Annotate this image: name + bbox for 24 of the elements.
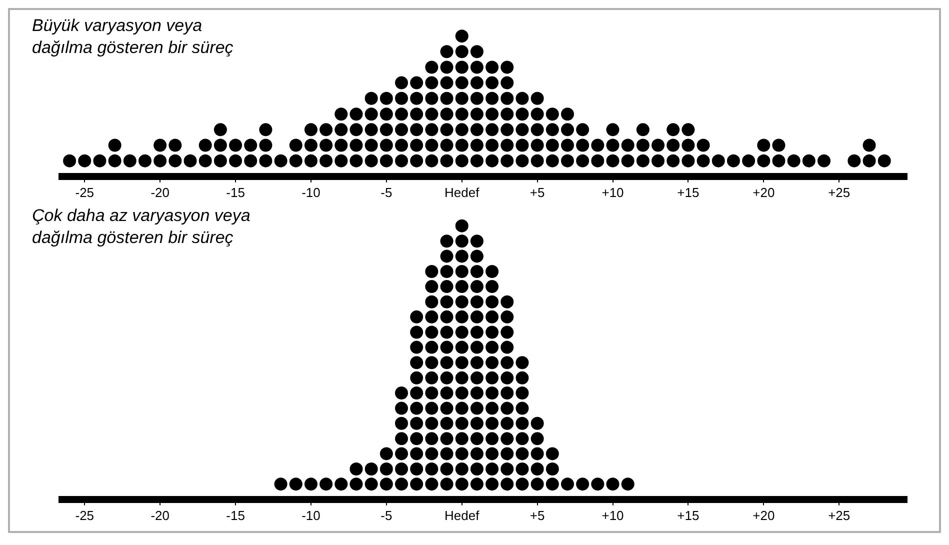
x-tick-label: +20 [752, 508, 775, 523]
x-tick-label: -10 [302, 508, 320, 523]
x-tick-label: +20 [752, 184, 775, 200]
chart-title: Çok daha az varyasyon veya dağılma gösteren bir süreç [32, 206, 250, 248]
x-tick-label: Hedef [444, 184, 480, 200]
x-tick-label: Hedef [444, 508, 480, 523]
x-tick-label: +10 [602, 184, 624, 200]
x-tick-label: +5 [530, 508, 545, 523]
x-tick-label: -15 [226, 508, 245, 523]
x-tick-label: +15 [677, 508, 700, 523]
x-tick-label: -25 [75, 184, 94, 200]
x-tick-label: -10 [302, 184, 320, 200]
x-tick-label: +25 [828, 508, 850, 523]
x-tick-label: -20 [150, 184, 170, 200]
x-tick-label: -20 [150, 508, 170, 523]
x-tick-label: -15 [226, 184, 245, 200]
x-tick-label: -5 [380, 184, 392, 200]
x-tick-label: -5 [380, 508, 392, 523]
chart-title: Büyük varyasyon veya dağılma gösteren bir süreç [32, 16, 234, 58]
x-tick-label: +25 [828, 184, 850, 200]
x-tick-label: -25 [75, 508, 94, 523]
x-tick-label: +5 [530, 184, 545, 200]
x-tick-label: +15 [677, 184, 700, 200]
x-tick-label: +10 [602, 508, 624, 523]
